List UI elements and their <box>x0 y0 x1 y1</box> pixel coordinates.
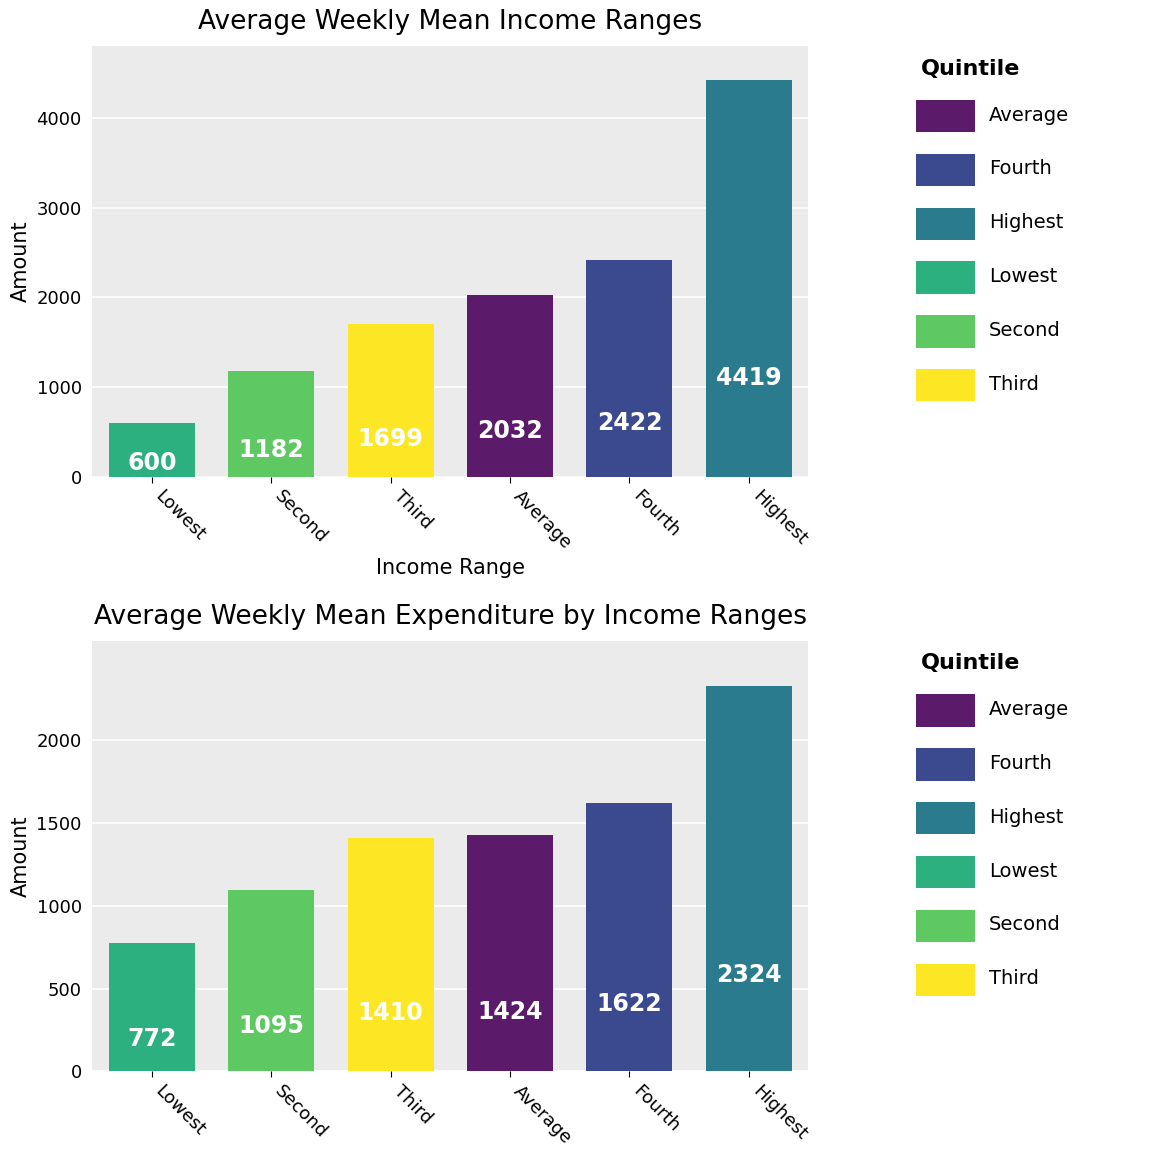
Text: Lowest: Lowest <box>988 267 1056 286</box>
Text: Highest: Highest <box>988 808 1063 827</box>
Text: 772: 772 <box>127 1028 176 1052</box>
FancyBboxPatch shape <box>916 207 975 240</box>
Text: Third: Third <box>988 374 1039 394</box>
FancyBboxPatch shape <box>916 153 975 187</box>
Bar <box>109 943 195 1071</box>
Y-axis label: Amount: Amount <box>10 221 31 302</box>
Bar <box>228 371 314 477</box>
Text: 600: 600 <box>127 452 176 476</box>
Text: Average: Average <box>988 106 1069 124</box>
FancyBboxPatch shape <box>916 749 975 781</box>
Text: Second: Second <box>988 916 1061 934</box>
Bar <box>467 295 553 477</box>
Bar <box>228 890 314 1071</box>
Text: 1424: 1424 <box>477 1000 543 1024</box>
FancyBboxPatch shape <box>916 964 975 996</box>
Text: 4419: 4419 <box>717 365 781 389</box>
Title: Average Weekly Mean Income Ranges: Average Weekly Mean Income Ranges <box>198 9 703 36</box>
Text: Fourth: Fourth <box>988 753 1052 773</box>
FancyBboxPatch shape <box>916 802 975 834</box>
FancyBboxPatch shape <box>916 262 975 294</box>
FancyBboxPatch shape <box>916 856 975 888</box>
Text: 2032: 2032 <box>477 419 543 444</box>
Text: 1622: 1622 <box>597 992 662 1016</box>
Text: 1410: 1410 <box>358 1001 424 1025</box>
Text: Second: Second <box>988 321 1061 340</box>
Text: Third: Third <box>988 969 1039 988</box>
Text: Lowest: Lowest <box>988 862 1056 880</box>
Y-axis label: Amount: Amount <box>10 816 31 896</box>
Text: 1699: 1699 <box>357 426 424 450</box>
Text: Quintile: Quintile <box>920 59 1021 79</box>
Bar <box>706 81 791 477</box>
Text: 1095: 1095 <box>238 1014 304 1038</box>
Text: Fourth: Fourth <box>988 159 1052 179</box>
Bar <box>586 259 673 477</box>
Bar <box>586 803 673 1071</box>
Text: Highest: Highest <box>988 213 1063 233</box>
FancyBboxPatch shape <box>916 910 975 942</box>
FancyBboxPatch shape <box>916 100 975 132</box>
Bar <box>706 687 791 1071</box>
X-axis label: Income Range: Income Range <box>376 558 525 578</box>
Bar <box>348 325 433 477</box>
FancyBboxPatch shape <box>916 316 975 348</box>
Text: 2324: 2324 <box>717 963 781 987</box>
FancyBboxPatch shape <box>916 369 975 402</box>
Text: Quintile: Quintile <box>920 653 1021 674</box>
Title: Average Weekly Mean Expenditure by Income Ranges: Average Weekly Mean Expenditure by Incom… <box>93 604 806 630</box>
FancyBboxPatch shape <box>916 695 975 727</box>
Text: 1182: 1182 <box>238 439 304 462</box>
Bar <box>109 423 195 477</box>
Bar <box>348 838 433 1071</box>
Bar <box>467 835 553 1071</box>
Text: Average: Average <box>988 700 1069 719</box>
Text: 2422: 2422 <box>597 410 662 434</box>
